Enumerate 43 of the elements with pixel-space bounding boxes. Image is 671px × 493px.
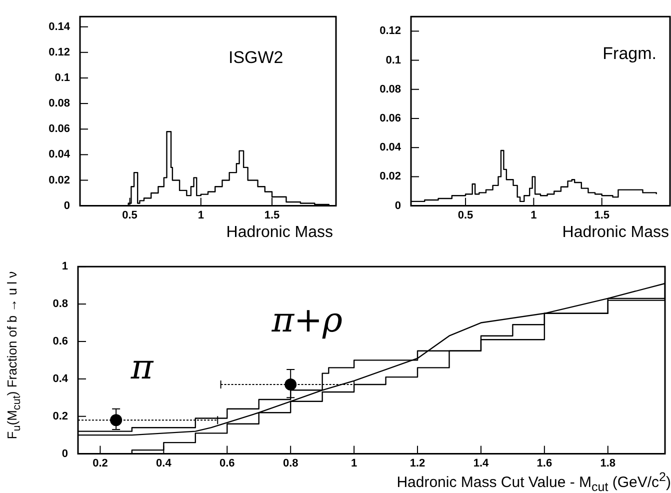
x-axis-title: Hadronic Mass — [226, 224, 333, 242]
x-tick-label: 0.5 — [122, 209, 138, 222]
y-tick-label: 0.12 — [48, 46, 70, 58]
y-tick-label: 0.08 — [48, 98, 70, 110]
x-tick-label: 1.5 — [594, 209, 610, 222]
y-tick-label: 0.04 — [48, 148, 71, 161]
y-tick-label: 0 — [62, 448, 68, 460]
x-tick-label: 0.6 — [219, 457, 235, 470]
x-tick-label: 0.8 — [282, 457, 298, 470]
y-tick-label: 0.8 — [52, 298, 68, 310]
y-tick-label: 0.08 — [380, 83, 401, 96]
y-tick-label: 0.4 — [52, 372, 69, 385]
y-tick-label: 0.04 — [380, 142, 402, 154]
y-tick-label: 0.12 — [380, 25, 401, 38]
y-tick-label: 1 — [62, 260, 68, 273]
y-tick-label: 0 — [64, 200, 70, 212]
y-tick-label: 0.1 — [54, 72, 70, 84]
y-tick-label: 0.02 — [48, 174, 70, 186]
x-tick-label: 1 — [350, 457, 358, 470]
y-tick-label: 0.14 — [48, 20, 71, 33]
x-tick-label: 1.6 — [536, 457, 552, 470]
x-axis-title: Hadronic Mass — [562, 224, 669, 242]
x-tick-label: 0.4 — [156, 457, 172, 470]
x-tick-label: 0.2 — [92, 457, 108, 470]
x-tick-label: 1.5 — [264, 209, 280, 222]
annotation: ISGW2 — [228, 48, 284, 67]
x-tick-label: 1 — [530, 209, 537, 222]
x-tick-label: 1 — [198, 209, 204, 222]
x-tick-label: 0.5 — [458, 209, 474, 222]
x-tick-label: 1.4 — [473, 457, 490, 470]
x-tick-label: 1.8 — [600, 457, 616, 470]
x-tick-label: 1.2 — [410, 457, 426, 470]
y-tick-label: 0.02 — [380, 170, 401, 183]
y-tick-label: 0.6 — [52, 336, 68, 348]
y-tick-label: 0.06 — [48, 123, 70, 136]
annotation: π+ρ — [270, 300, 343, 341]
annotation: π — [130, 347, 154, 388]
x-axis-title: Hadronic Mass Cut Value - M$_{cut}$ (GeV/c$^{2}$) — [396, 470, 671, 493]
y-tick-label: 0.06 — [380, 112, 401, 125]
y-tick-label: 0.2 — [52, 410, 68, 422]
annotation: Fragm. — [602, 44, 657, 64]
y-tick-label: 0.1 — [386, 54, 401, 66]
y-tick-label: 0 — [394, 200, 401, 212]
